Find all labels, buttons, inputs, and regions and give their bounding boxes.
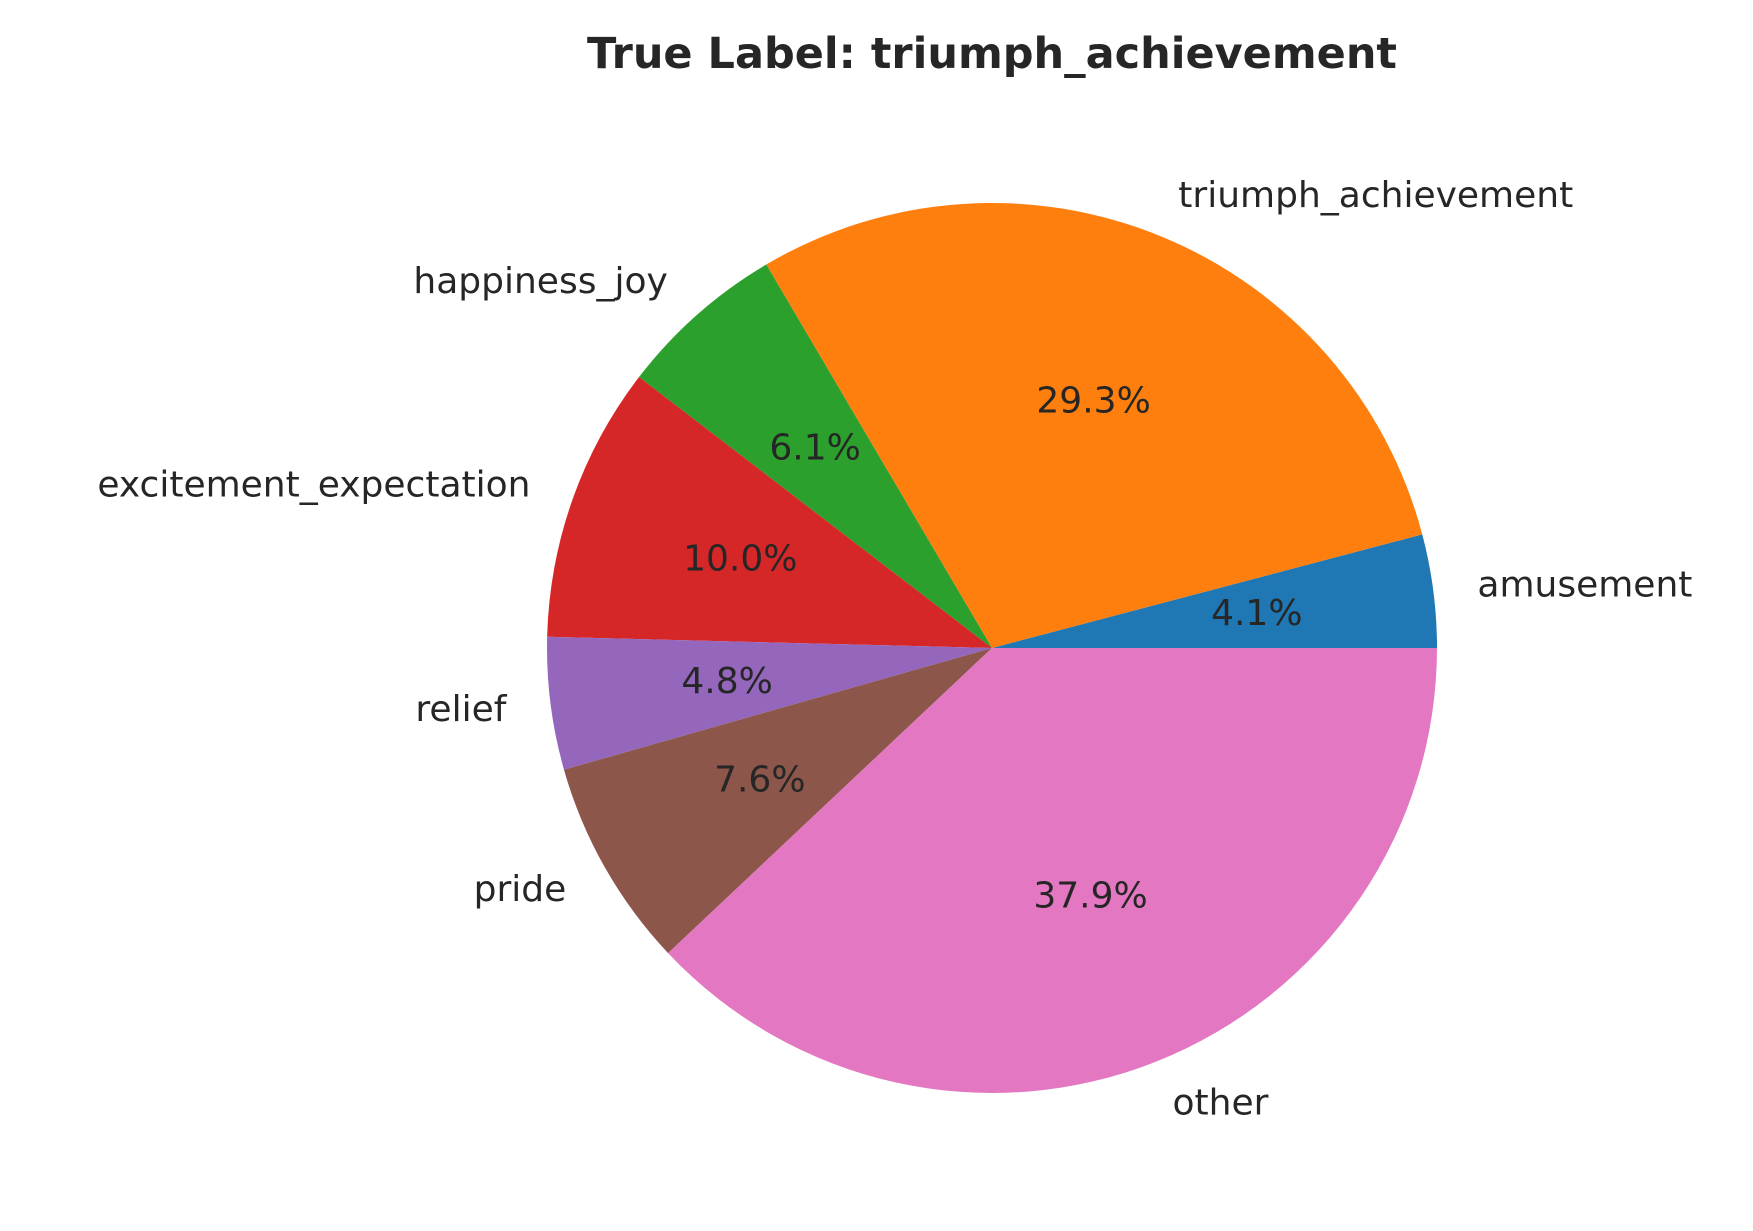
pie-slice-happiness-joy [639, 264, 992, 648]
percent-labels: 4.1% 29.3% 6.1% 10.0% 4.8% 7.6% 37.9% [681, 381, 1302, 917]
percent-label-amusement: 4.1% [1211, 593, 1302, 634]
percent-label-other: 37.9% [1033, 876, 1147, 917]
slice-labels: amusement triumph_achievement happiness_jo… [97, 175, 1692, 1124]
pie-slice-pride [563, 648, 992, 954]
pie-slice-relief [546, 636, 992, 770]
slice-label-amusement: amusement [1477, 565, 1692, 606]
slice-label-triumph-achievement: triumph_achievement [1178, 175, 1573, 216]
pie-slice-triumph-achievement [766, 202, 1423, 649]
percent-label-triumph-achievement: 29.3% [1036, 381, 1150, 422]
slice-label-pride: pride [474, 869, 567, 910]
pie-slice-amusement [992, 534, 1437, 648]
percent-label-happiness-joy: 6.1% [769, 428, 860, 469]
percent-label-excitement-expectation: 10.0% [683, 539, 797, 580]
slice-label-relief: relief [415, 689, 507, 730]
slice-label-excitement-expectation: excitement_expectation [97, 464, 530, 505]
slice-label-happiness-joy: happiness_joy [413, 261, 667, 302]
percent-label-pride: 7.6% [714, 759, 805, 800]
slice-label-other: other [1173, 1083, 1269, 1124]
pie-slice-other [668, 648, 1437, 1093]
chart-title: True Label: triumph_achievement [587, 29, 1397, 79]
percent-label-relief: 4.8% [681, 661, 772, 702]
pie-slice-excitement-expectation [547, 377, 992, 648]
pie-slices [546, 202, 1437, 1093]
